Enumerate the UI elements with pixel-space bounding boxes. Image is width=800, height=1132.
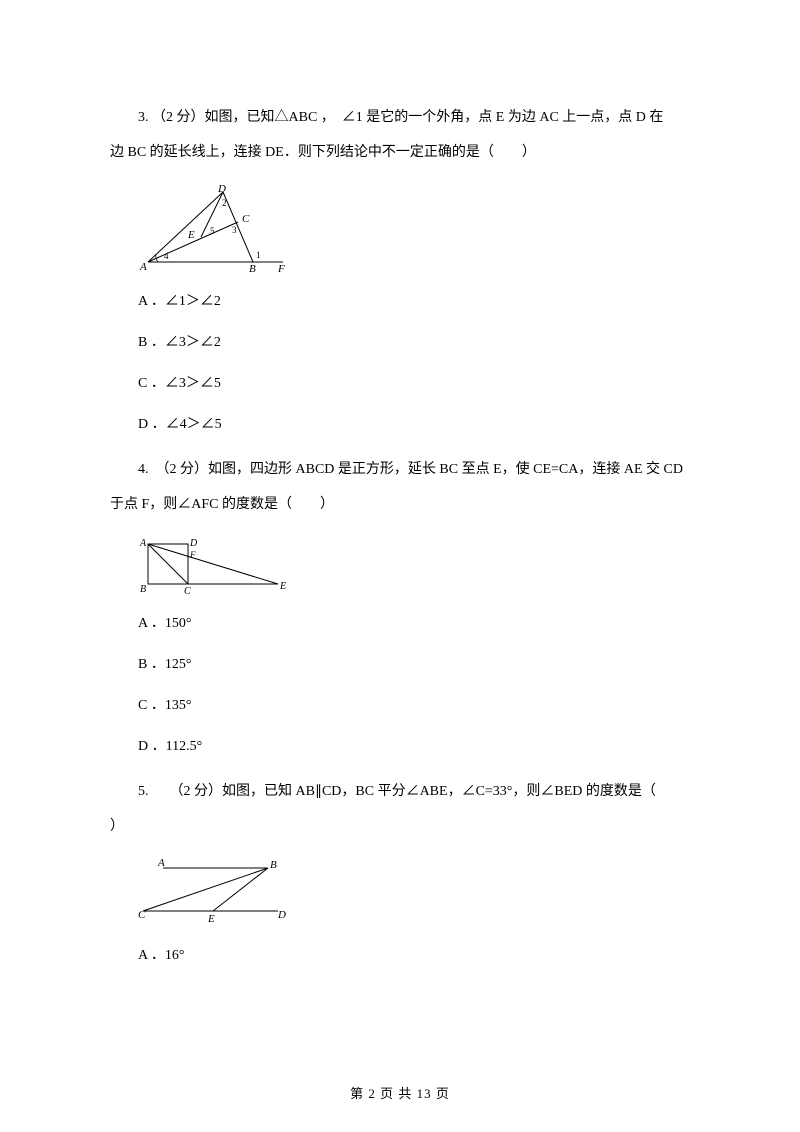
- question-5-figure: A B C D E: [138, 856, 690, 926]
- q4-option-b: B ．125°: [110, 647, 690, 682]
- svg-text:A: A: [139, 261, 147, 272]
- svg-text:F: F: [189, 550, 196, 560]
- svg-text:E: E: [207, 913, 215, 925]
- question-5-text-line2: ）: [110, 809, 690, 844]
- svg-text:5: 5: [210, 226, 215, 236]
- question-4-text-line1: 4. （2 分）如图，四边形 ABCD 是正方形，延长 BC 至点 E，使 CE…: [110, 452, 690, 487]
- svg-text:D: D: [217, 183, 226, 195]
- svg-text:E: E: [187, 229, 195, 241]
- svg-text:D: D: [277, 909, 286, 921]
- svg-text:B: B: [140, 584, 146, 594]
- svg-text:C: C: [184, 586, 191, 594]
- svg-text:2: 2: [222, 198, 227, 208]
- question-4-figure: A B C D E F: [138, 534, 690, 594]
- svg-text:E: E: [279, 581, 286, 592]
- svg-text:4: 4: [164, 251, 169, 261]
- page-footer: 第 2 页 共 13 页: [0, 1083, 800, 1102]
- q3-option-c: C ．∠3＞∠5: [110, 366, 690, 401]
- svg-text:F: F: [277, 263, 285, 272]
- q4-option-c: C ．135°: [110, 688, 690, 723]
- question-3-text-line2: 边 BC 的延长线上，连接 DE．则下列结论中不一定正确的是（ ）: [110, 135, 690, 170]
- question-4: 4. （2 分）如图，四边形 ABCD 是正方形，延长 BC 至点 E，使 CE…: [110, 452, 690, 764]
- q3-option-b: B ．∠3＞∠2: [110, 325, 690, 360]
- q3-option-d: D ．∠4＞∠5: [110, 407, 690, 442]
- question-4-text-line2: 于点 F，则∠AFC 的度数是（ ）: [110, 487, 690, 522]
- q4-option-d: D ．112.5°: [110, 729, 690, 764]
- question-5: 5. （2 分）如图，已知 AB∥CD，BC 平分∠ABE，∠C=33°，则∠B…: [110, 774, 690, 973]
- question-3-figure: A B F C D E 1 2 3 4 5: [138, 182, 690, 272]
- svg-text:1: 1: [256, 250, 261, 260]
- svg-text:B: B: [249, 263, 256, 272]
- svg-text:A: A: [157, 857, 165, 869]
- q3-option-a: A ．∠1＞∠2: [110, 284, 690, 319]
- q3-svg: A B F C D E 1 2 3 4 5: [138, 182, 293, 272]
- svg-text:C: C: [138, 909, 146, 921]
- svg-text:D: D: [189, 538, 198, 549]
- question-3-text-line1: 3. （2 分）如图，已知△ABC ， ∠1 是它的一个外角，点 E 为边 AC…: [110, 100, 690, 135]
- svg-text:C: C: [242, 213, 250, 225]
- q5-svg: A B C D E: [138, 856, 298, 926]
- q4-svg: A B C D E F: [138, 534, 298, 594]
- q4-option-a: A ．150°: [110, 606, 690, 641]
- svg-text:3: 3: [232, 225, 237, 235]
- question-5-text-line1: 5. （2 分）如图，已知 AB∥CD，BC 平分∠ABE，∠C=33°，则∠B…: [110, 774, 690, 809]
- q5-option-a: A ．16°: [110, 938, 690, 973]
- svg-text:A: A: [139, 538, 147, 549]
- question-3: 3. （2 分）如图，已知△ABC ， ∠1 是它的一个外角，点 E 为边 AC…: [110, 100, 690, 442]
- svg-text:B: B: [270, 859, 277, 871]
